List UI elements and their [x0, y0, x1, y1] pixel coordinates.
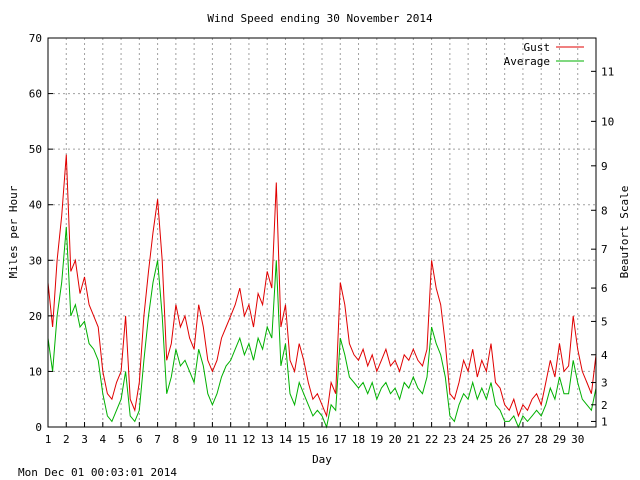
y2-axis-label: Beaufort Scale [618, 186, 631, 279]
x-tick-label: 3 [81, 433, 88, 446]
series-line-gust [47, 154, 597, 418]
series-line-average [47, 226, 597, 429]
chart-title: Wind Speed ending 30 November 2014 [207, 12, 433, 25]
x-tick-label: 25 [480, 433, 493, 446]
y-axis-label: Miles per Hour [7, 185, 20, 278]
x-tick-label: 20 [388, 433, 401, 446]
x-tick-label: 7 [154, 433, 161, 446]
y-tick-label: 50 [29, 143, 42, 156]
y2-tick-label: 8 [601, 204, 608, 217]
x-tick-label: 9 [191, 433, 198, 446]
y2-tick-label: 9 [601, 160, 608, 173]
y-tick-label: 10 [29, 365, 42, 378]
y2-tick-label: 7 [601, 243, 608, 256]
x-tick-label: 28 [535, 433, 548, 446]
x-axis: 1 2 3 4 5 6 7 8 9 10 11 12 13 14 15 16 17 18 19 20 21 22 23 24 2… [45, 422, 584, 446]
x-tick-label: 10 [206, 433, 219, 446]
x-tick-label: 27 [516, 433, 529, 446]
y2-tick-label: 11 [601, 65, 614, 78]
y-tick-label: 0 [35, 421, 42, 434]
y-tick-label: 30 [29, 254, 42, 267]
y2-tick-label: 10 [601, 115, 614, 128]
x-tick-label: 22 [425, 433, 438, 446]
y-tick-label: 20 [29, 310, 42, 323]
y2-axis: 1 2 3 4 5 6 7 8 9 10 11 [591, 65, 614, 428]
x-tick-label: 29 [553, 433, 566, 446]
x-tick-label: 18 [352, 433, 365, 446]
legend-label-gust: Gust [524, 41, 551, 54]
x-tick-label: 4 [99, 433, 106, 446]
x-tick-label: 30 [571, 433, 584, 446]
y2-tick-label: 4 [601, 349, 608, 362]
x-axis-label: Day [312, 453, 332, 466]
x-tick-label: 13 [261, 433, 274, 446]
y-tick-label: 70 [29, 32, 42, 45]
y2-tick-label: 3 [601, 377, 608, 390]
x-tick-label: 16 [315, 433, 328, 446]
y-tick-label: 60 [29, 88, 42, 101]
x-tick-label: 12 [242, 433, 255, 446]
x-tick-label: 2 [63, 433, 70, 446]
x-tick-label: 19 [370, 433, 383, 446]
x-tick-label: 17 [334, 433, 347, 446]
x-tick-label: 23 [443, 433, 456, 446]
x-tick-label: 8 [173, 433, 180, 446]
series-lines [47, 154, 597, 429]
y2-tick-label: 6 [601, 282, 608, 295]
footer-timestamp: Mon Dec 01 00:03:01 2014 [18, 466, 177, 479]
y2-tick-label: 1 [601, 415, 608, 428]
y2-tick-label: 2 [601, 399, 608, 412]
x-tick-label: 21 [407, 433, 420, 446]
y-axis: 0 10 20 30 40 50 60 70 [29, 32, 53, 434]
x-tick-label: 24 [462, 433, 476, 446]
x-tick-label: 26 [498, 433, 511, 446]
x-tick-label: 1 [45, 433, 52, 446]
legend-label-average: Average [504, 55, 550, 68]
x-tick-label: 11 [224, 433, 237, 446]
x-tick-label: 15 [297, 433, 310, 446]
x-tick-label: 5 [118, 433, 125, 446]
grid [48, 38, 596, 427]
x-tick-label: 14 [279, 433, 293, 446]
legend: Gust Average [504, 41, 584, 68]
y2-tick-label: 5 [601, 315, 608, 328]
y-tick-label: 40 [29, 199, 42, 212]
x-tick-label: 6 [136, 433, 143, 446]
